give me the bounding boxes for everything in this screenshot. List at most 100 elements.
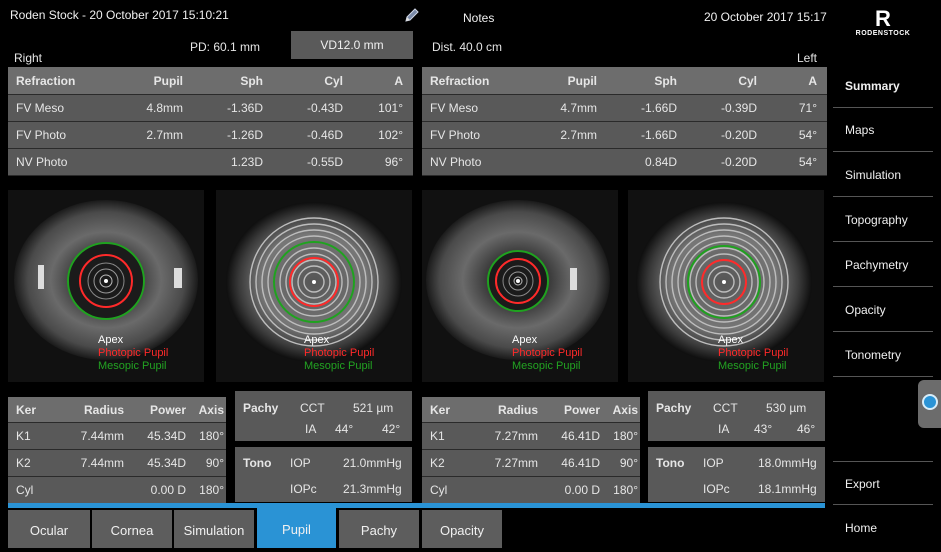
col-axis: Axis xyxy=(198,402,224,417)
sidebar-item-opacity[interactable]: Opacity xyxy=(833,288,933,332)
table-row: FV Meso 4.8mm -1.36D -0.43D 101° xyxy=(8,95,413,122)
cell: NV Photo xyxy=(16,155,68,169)
drawer-handle-icon[interactable] xyxy=(918,380,941,428)
tab-ocular[interactable]: Ocular xyxy=(8,510,90,548)
notes-button[interactable]: Notes xyxy=(463,11,495,25)
export-button[interactable]: Export xyxy=(833,461,933,505)
exam-date: 20 October 2017 15:17 xyxy=(704,10,827,24)
ia-label: IA xyxy=(305,422,317,436)
legend-apex: Apex xyxy=(304,334,330,346)
tab-cornea[interactable]: Cornea xyxy=(92,510,172,548)
tab-pupil[interactable]: Pupil xyxy=(257,505,336,548)
iopc-value: 18.1mmHg xyxy=(758,482,817,496)
cell: 1.23D xyxy=(230,155,263,169)
cell: 54° xyxy=(798,128,817,142)
cell: 180° xyxy=(199,483,224,497)
sidebar-item-simulation[interactable]: Simulation xyxy=(833,153,933,197)
legend-apex: Apex xyxy=(512,334,538,346)
rodenstock-logo: R RODENSTOCK xyxy=(838,8,928,38)
cell: 46.41D xyxy=(561,429,600,443)
cell: -0.39D xyxy=(720,101,757,115)
cell: -1.66D xyxy=(640,101,677,115)
cell: 46.41D xyxy=(561,456,600,470)
col-pupil: Pupil xyxy=(153,73,183,88)
iopc-value: 21.3mmHg xyxy=(343,482,402,496)
cell: 71° xyxy=(798,101,817,115)
cell: 102° xyxy=(378,128,403,142)
cell: 101° xyxy=(378,101,403,115)
iop-label: IOP xyxy=(703,456,724,470)
cell: 180° xyxy=(199,429,224,443)
tab-bar-accent xyxy=(8,503,825,508)
cell: -1.66D xyxy=(640,128,677,142)
ia-label: IA xyxy=(718,422,730,436)
left-eye-label: Left xyxy=(797,51,818,65)
right-placido-image xyxy=(216,190,412,382)
vd-button[interactable]: VD12.0 mm xyxy=(291,31,413,59)
col-axis: A xyxy=(394,73,403,88)
col-refraction: Refraction xyxy=(16,73,76,88)
legend-right-cornea: Apex Photopic Pupil Mesopic Pupil xyxy=(304,334,374,373)
table-row: NV Photo 0.84D -0.20D 54° xyxy=(422,149,827,176)
cell: 4.7mm xyxy=(560,101,597,115)
tab-simulation[interactable]: Simulation xyxy=(174,510,254,548)
iop-label: IOP xyxy=(290,456,311,470)
table-header: Refraction Pupil Sph Cyl A xyxy=(8,67,413,95)
col-axis: Axis xyxy=(612,402,638,417)
col-axis: A xyxy=(808,73,817,88)
table-header: Ker Radius Power Axis xyxy=(8,397,226,423)
sidebar-item-topography[interactable]: Topography xyxy=(833,198,933,242)
cell: FV Photo xyxy=(16,128,67,142)
left-pupil-image xyxy=(422,190,618,382)
sidebar-item-pachymetry[interactable]: Pachymetry xyxy=(833,243,933,287)
cell: -0.20D xyxy=(720,128,757,142)
cell: NV Photo xyxy=(430,155,482,169)
legend-left-cornea: Apex Photopic Pupil Mesopic Pupil xyxy=(718,334,788,373)
sidebar-item-maps[interactable]: Maps xyxy=(833,108,933,152)
cell: K1 xyxy=(430,429,445,443)
drawer-dot-icon xyxy=(922,394,938,410)
pd-value: PD: 60.1 mm xyxy=(190,40,261,54)
sidebar-item-summary[interactable]: Summary xyxy=(833,64,933,108)
cell: 90° xyxy=(619,456,638,470)
cell: K1 xyxy=(16,429,31,443)
cell: 45.34D xyxy=(147,456,186,470)
cell: 180° xyxy=(613,429,638,443)
cell: K2 xyxy=(16,456,31,470)
legend-mesopic: Mesopic Pupil xyxy=(304,360,373,372)
tab-opacity[interactable]: Opacity xyxy=(422,510,502,548)
cell: -1.26D xyxy=(226,128,263,142)
legend-left-pupil: Apex Photopic Pupil Mesopic Pupil xyxy=(512,334,582,373)
col-power: Power xyxy=(149,402,186,417)
cell: -0.46D xyxy=(306,128,343,142)
legend-apex: Apex xyxy=(718,334,744,346)
col-ker: Ker xyxy=(430,402,451,417)
table-row: NV Photo 1.23D -0.55D 96° xyxy=(8,149,413,176)
legend-right-pupil: Apex Photopic Pupil Mesopic Pupil xyxy=(98,334,168,373)
sidebar-item-tonometry[interactable]: Tonometry xyxy=(833,333,933,377)
tab-pachy[interactable]: Pachy xyxy=(339,510,419,548)
table-row: K2 7.27mm 46.41D 90° xyxy=(422,450,640,477)
legend-mesopic: Mesopic Pupil xyxy=(718,360,787,372)
cell: FV Meso xyxy=(16,101,65,115)
sidebar xyxy=(833,0,941,552)
legend-mesopic: Mesopic Pupil xyxy=(512,360,581,372)
pencil-icon[interactable] xyxy=(403,6,421,24)
pachy-label: Pachy xyxy=(656,401,692,415)
refraction-table-right: Refraction Pupil Sph Cyl A FV Meso 4.8mm… xyxy=(8,67,413,176)
tono-panel-right: Tono IOP 21.0mmHg IOPc 21.3mmHg xyxy=(235,447,412,502)
distance-value: Dist. 40.0 cm xyxy=(432,40,503,54)
legend-photopic: Photopic Pupil xyxy=(304,347,375,359)
cell: -0.43D xyxy=(306,101,343,115)
ia-value-2: 42° xyxy=(382,422,401,436)
tono-label: Tono xyxy=(656,456,685,470)
exam-title: Roden Stock - 20 October 2017 15:10:21 xyxy=(10,8,229,22)
home-button[interactable]: Home xyxy=(845,521,878,535)
table-row: Cyl 0.00 D 180° xyxy=(422,477,640,504)
cell: 7.27mm xyxy=(494,456,538,470)
cell: FV Meso xyxy=(430,101,479,115)
table-row: FV Meso 4.7mm -1.66D -0.39D 71° xyxy=(422,95,827,122)
table-row: K1 7.27mm 46.41D 180° xyxy=(422,423,640,450)
cell: 96° xyxy=(384,155,403,169)
iopc-label: IOPc xyxy=(290,482,317,496)
